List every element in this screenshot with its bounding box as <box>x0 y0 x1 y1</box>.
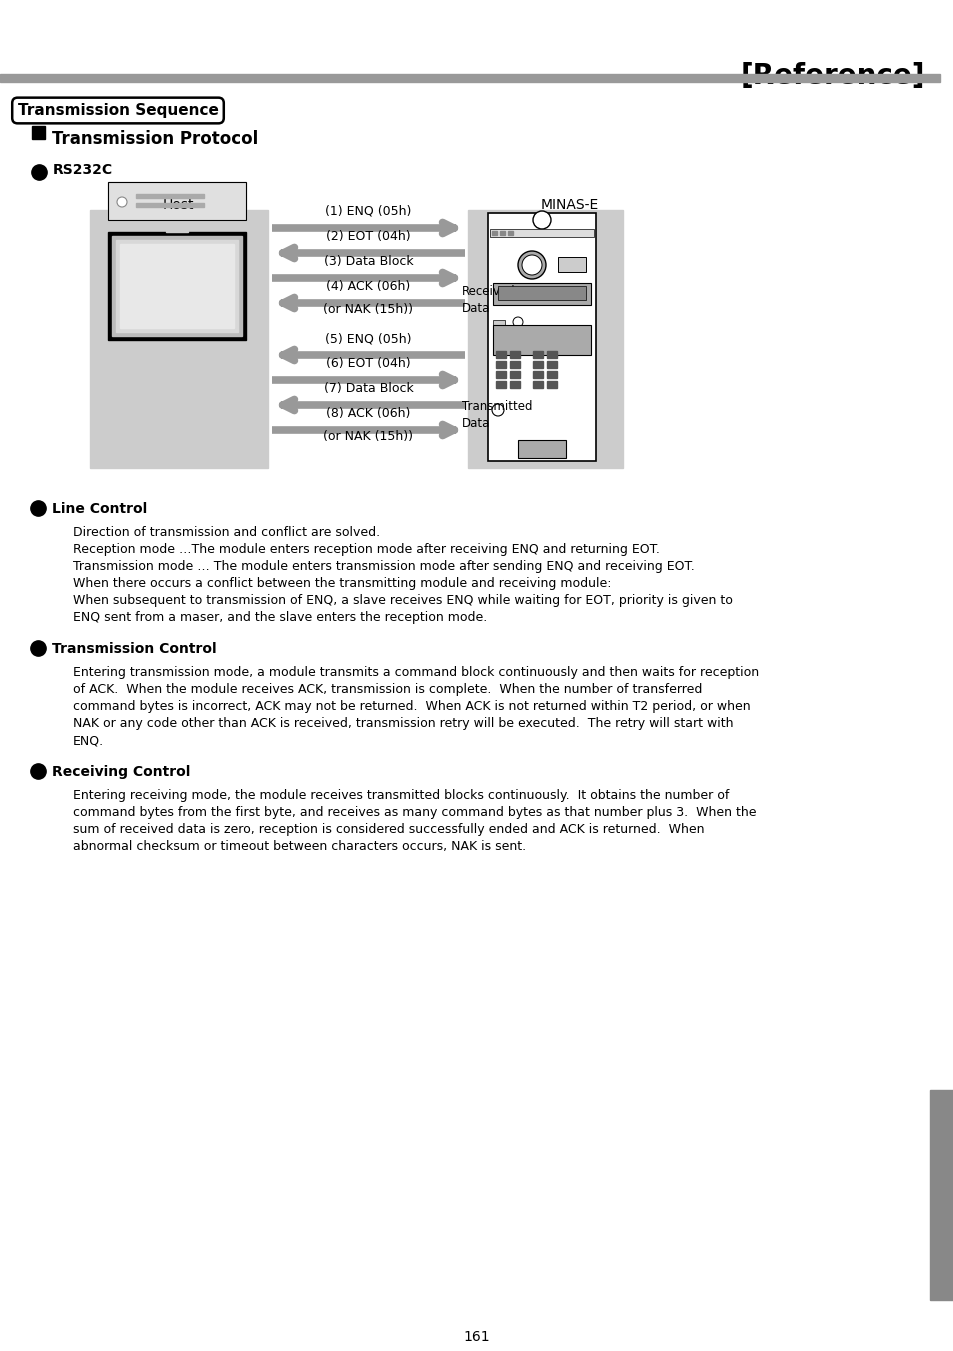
Circle shape <box>517 251 545 280</box>
Bar <box>546 372 557 378</box>
Text: command bytes from the first byte, and receives as many command bytes as that nu: command bytes from the first byte, and r… <box>73 807 756 819</box>
Bar <box>493 326 590 355</box>
Bar <box>490 230 594 236</box>
Text: NAK or any code other than ACK is received, transmission retry will be executed.: NAK or any code other than ACK is receiv… <box>73 717 733 730</box>
Bar <box>136 195 204 199</box>
Bar <box>496 351 505 358</box>
Circle shape <box>492 404 503 416</box>
Bar <box>468 209 622 467</box>
Bar <box>510 372 519 378</box>
Text: sum of received data is zero, reception is considered successfully ended and ACK: sum of received data is zero, reception … <box>73 823 703 836</box>
Bar <box>546 381 557 388</box>
Text: (7) Data Block: (7) Data Block <box>323 382 413 394</box>
Bar <box>108 182 246 220</box>
Bar <box>493 282 590 305</box>
Circle shape <box>117 197 127 207</box>
Circle shape <box>533 211 551 230</box>
Bar <box>116 240 237 332</box>
Text: Entering receiving mode, the module receives transmitted blocks continuously.  I: Entering receiving mode, the module rece… <box>73 789 729 802</box>
Text: When subsequent to transmission of ENQ, a slave receives ENQ while waiting for E: When subsequent to transmission of ENQ, … <box>73 594 732 607</box>
Text: 161: 161 <box>463 1329 490 1344</box>
Text: Host: Host <box>162 199 193 212</box>
Bar <box>929 1090 953 1300</box>
Bar <box>510 361 519 367</box>
Text: Entering transmission mode, a module transmits a command block continuously and : Entering transmission mode, a module tra… <box>73 666 759 680</box>
Text: (or NAK (15h)): (or NAK (15h)) <box>323 303 413 316</box>
Text: RS232C: RS232C <box>53 163 113 177</box>
Text: (8) ACK (06h): (8) ACK (06h) <box>326 407 410 420</box>
Bar <box>497 286 585 300</box>
Bar <box>533 381 542 388</box>
Text: Transmission Control: Transmission Control <box>52 642 216 657</box>
Text: When there occurs a conflict between the transmitting module and receiving modul: When there occurs a conflict between the… <box>73 577 611 590</box>
Bar <box>510 351 519 358</box>
Text: [Reference]: [Reference] <box>740 62 924 91</box>
Text: Reference: Reference <box>935 1162 947 1229</box>
Text: (6) EOT (04h): (6) EOT (04h) <box>326 357 411 370</box>
Bar <box>32 126 45 139</box>
Text: (5) ENQ (05h): (5) ENQ (05h) <box>325 332 412 345</box>
Text: command bytes is incorrect, ACK may not be returned.  When ACK is not returned w: command bytes is incorrect, ACK may not … <box>73 700 750 713</box>
Bar <box>136 203 204 207</box>
Text: Transmitted
Data: Transmitted Data <box>461 400 532 430</box>
Text: ENQ sent from a maser, and the slave enters the reception mode.: ENQ sent from a maser, and the slave ent… <box>73 611 487 624</box>
Bar <box>533 351 542 358</box>
Bar <box>510 381 519 388</box>
Bar <box>499 231 504 235</box>
Bar <box>108 232 246 340</box>
Text: Transmission Protocol: Transmission Protocol <box>52 130 258 149</box>
Bar <box>492 231 497 235</box>
Bar <box>533 361 542 367</box>
Bar <box>90 209 268 467</box>
Bar <box>108 182 246 220</box>
Text: (2) EOT (04h): (2) EOT (04h) <box>326 230 411 243</box>
Bar <box>533 372 542 378</box>
Bar <box>0 74 939 82</box>
Bar <box>517 440 565 458</box>
Text: Received
Data: Received Data <box>461 285 515 315</box>
Text: Reception mode …The module enters reception mode after receiving ENQ and returni: Reception mode …The module enters recept… <box>73 543 659 557</box>
Bar <box>488 213 596 461</box>
Text: Transmission mode … The module enters transmission mode after sending ENQ and re: Transmission mode … The module enters tr… <box>73 561 694 573</box>
Bar <box>148 215 206 222</box>
Bar <box>496 361 505 367</box>
Text: of ACK.  When the module receives ACK, transmission is complete.  When the numbe: of ACK. When the module receives ACK, tr… <box>73 684 701 696</box>
Text: Direction of transmission and conflict are solved.: Direction of transmission and conflict a… <box>73 526 379 539</box>
Text: (4) ACK (06h): (4) ACK (06h) <box>326 280 410 293</box>
Bar <box>496 381 505 388</box>
Circle shape <box>521 255 541 276</box>
Text: Transmission Sequence: Transmission Sequence <box>17 103 218 118</box>
Circle shape <box>513 317 522 327</box>
Bar <box>120 245 233 328</box>
Text: (1) ENQ (05h): (1) ENQ (05h) <box>325 205 412 218</box>
Text: Line Control: Line Control <box>52 503 147 516</box>
Text: MINAS-E: MINAS-E <box>540 199 598 212</box>
Text: (or NAK (15h)): (or NAK (15h)) <box>323 430 413 443</box>
Bar <box>507 231 513 235</box>
Text: Receiving Control: Receiving Control <box>52 765 191 780</box>
Text: (3) Data Block: (3) Data Block <box>323 255 413 267</box>
Bar <box>166 222 188 232</box>
Bar <box>546 361 557 367</box>
Text: ENQ.: ENQ. <box>73 734 104 747</box>
Bar <box>546 351 557 358</box>
Bar <box>112 236 242 336</box>
Text: abnormal checksum or timeout between characters occurs, NAK is sent.: abnormal checksum or timeout between cha… <box>73 840 525 852</box>
Bar <box>496 372 505 378</box>
Bar <box>493 320 504 328</box>
Bar <box>558 257 585 272</box>
